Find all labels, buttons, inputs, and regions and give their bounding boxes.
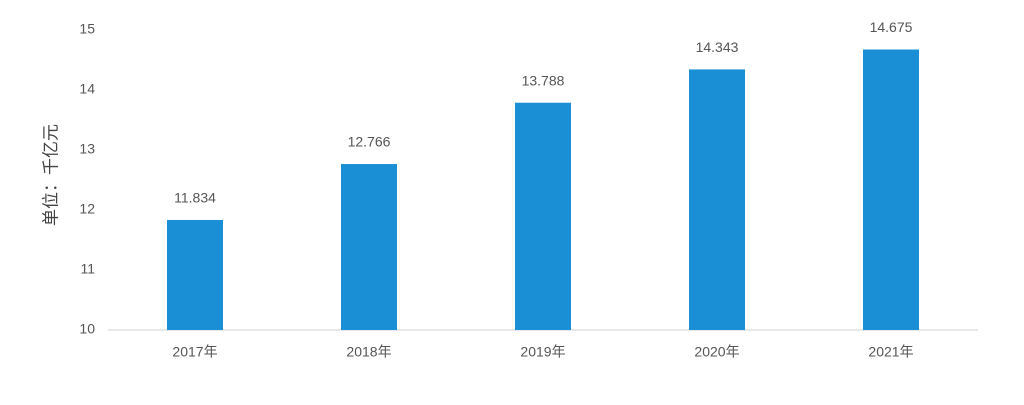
- x-tick-label: 2021年: [868, 344, 913, 360]
- bar: [863, 49, 919, 330]
- x-tick-label: 2018年: [346, 344, 391, 360]
- x-tick-label: 2017年: [172, 344, 217, 360]
- x-tick-label: 2019年: [520, 344, 565, 360]
- data-label: 14.675: [870, 19, 913, 35]
- y-tick-label: 12: [79, 201, 95, 217]
- data-label: 14.343: [696, 39, 739, 55]
- data-label: 13.788: [522, 72, 565, 88]
- y-tick-label: 11: [80, 261, 95, 277]
- bar: [515, 102, 571, 330]
- x-tick-label: 2020年: [694, 344, 739, 360]
- y-tick-label: 10: [79, 321, 95, 337]
- bar: [689, 69, 745, 331]
- y-tick-label: 15: [79, 21, 95, 37]
- y-tick-label: 14: [79, 81, 95, 97]
- bar: [341, 164, 397, 330]
- y-axis-label: 单位：千亿元: [41, 124, 60, 226]
- bar: [167, 219, 223, 330]
- data-label: 12.766: [348, 134, 391, 150]
- data-label: 11.834: [174, 190, 216, 206]
- y-tick-label: 13: [79, 141, 95, 157]
